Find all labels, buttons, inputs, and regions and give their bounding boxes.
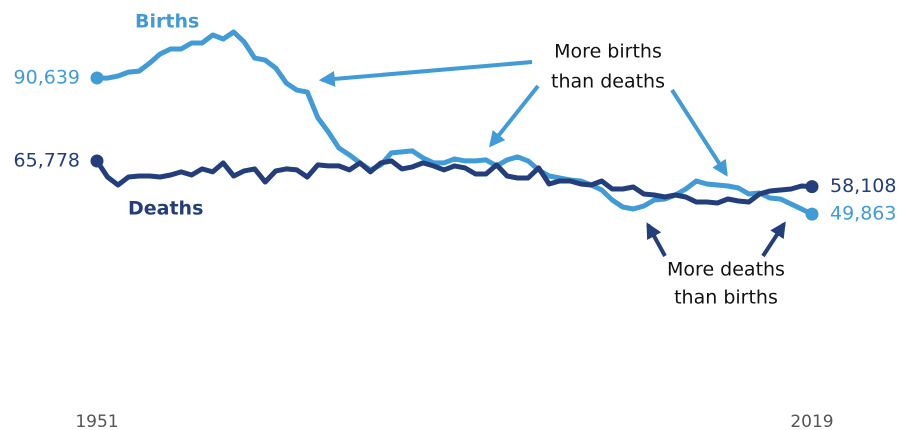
arrow <box>761 221 786 258</box>
end-point <box>90 71 104 85</box>
value-label: 65,778 <box>14 150 80 172</box>
series-label: Births <box>135 11 199 33</box>
x-tick-label: 2019 <box>790 412 833 430</box>
series-line <box>94 158 813 206</box>
series-line <box>96 29 814 217</box>
value-label: 58,108 <box>830 175 896 197</box>
arrow <box>646 222 667 257</box>
annotation: More deaths <box>667 259 785 281</box>
end-point <box>90 154 104 168</box>
value-label: 90,639 <box>14 66 80 88</box>
annotation: than births <box>674 287 778 309</box>
x-tick-label: 1951 <box>75 412 118 430</box>
arrows <box>318 60 786 258</box>
end-point <box>805 180 819 194</box>
arrow <box>670 88 728 177</box>
arrow <box>489 84 540 148</box>
annotation: More births <box>554 41 662 63</box>
arrow <box>318 60 533 87</box>
annotation: than deaths <box>551 71 665 93</box>
value-label: 49,863 <box>830 203 896 225</box>
end-point <box>805 207 819 221</box>
series-label: Deaths <box>128 198 203 220</box>
